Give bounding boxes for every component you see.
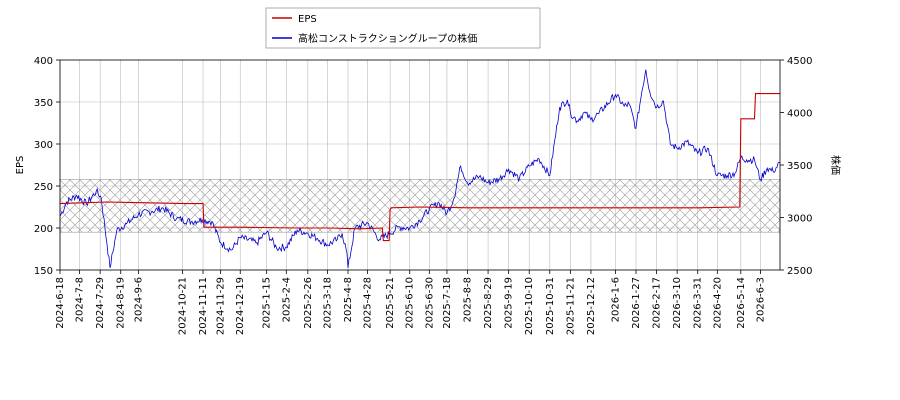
- x-tick-label: 2025-1-15: [262, 277, 273, 329]
- legend: EPS 高松コンストラクショングループの株価: [265, 7, 541, 49]
- x-tick-label: 2026-3-10: [672, 277, 683, 329]
- y-left-label: EPS: [15, 156, 26, 175]
- y-right-tick-label: 3000: [787, 214, 812, 225]
- legend-price-label: 高松コンストラクショングループの株価: [298, 32, 477, 45]
- x-tick-label: 2025-8-29: [483, 277, 494, 329]
- y-left-tick-label: 150: [34, 266, 53, 277]
- plot-background: [60, 60, 780, 270]
- x-tick-label: 2026-1-27: [631, 277, 642, 329]
- legend-box: [265, 7, 541, 49]
- x-tick-label: 2025-12-12: [586, 277, 597, 335]
- x-tick-label: 2025-4-8: [343, 277, 354, 322]
- x-tick-label: 2025-6-30: [424, 277, 435, 329]
- price-series-line: [60, 69, 780, 268]
- y-right-tick-label: 4000: [787, 109, 812, 120]
- x-tick-label: 2026-4-20: [712, 277, 723, 329]
- x-tick-label: 2025-7-18: [442, 277, 453, 329]
- y-right-label: 株価: [829, 155, 842, 175]
- x-tick-label: 2026-5-14: [736, 277, 747, 329]
- x-tick-label: 2025-3-18: [322, 277, 333, 329]
- x-tick-label: 2026-2-17: [652, 277, 663, 329]
- x-tick-label: 2024-11-29: [216, 277, 227, 335]
- x-tick-label: 2026-3-31: [693, 277, 704, 329]
- x-tick-label: 2026-6-3: [755, 277, 766, 322]
- vertical-gridlines: [59, 60, 761, 270]
- x-tick-label: 2024-10-21: [177, 277, 188, 335]
- right-axis-ticks: 2500 3000 3500 4000 4500: [780, 56, 812, 277]
- x-tick-label: 2025-2-4: [281, 277, 292, 322]
- x-tick-label: 2024-8-19: [116, 277, 127, 329]
- x-tick-label: 2024-7-8: [75, 277, 86, 322]
- x-axis-ticks: 2024-6-18 2024-7-8 2024-7-29 2024-8-19 2024-…: [55, 270, 766, 335]
- x-tick-label: 2024-7-29: [95, 277, 106, 329]
- x-tick-label: 2025-4-28: [363, 277, 374, 329]
- y-right-tick-label: 3500: [787, 161, 812, 172]
- eps-series-line: [60, 93, 780, 242]
- x-tick-label: 2024-9-6: [133, 277, 144, 322]
- legend-eps-label: EPS: [298, 14, 317, 25]
- x-tick-label: 2025-5-21: [385, 277, 396, 329]
- y-right-tick-label: 2500: [787, 266, 812, 277]
- y-left-tick-label: 200: [34, 224, 53, 235]
- x-tick-label: 2025-9-19: [504, 277, 515, 329]
- y-left-tick-label: 250: [34, 182, 53, 193]
- eps-band: [59, 178, 781, 233]
- y-right-tick-label: 4500: [787, 56, 812, 67]
- x-tick-label: 2026-1-6: [610, 277, 621, 322]
- x-tick-label: 2024-11-11: [198, 277, 209, 335]
- y-left-tick-label: 350: [34, 98, 53, 109]
- x-tick-label: 2024-6-18: [55, 277, 66, 329]
- x-tick-label: 2025-8-8: [463, 277, 474, 322]
- y-left-tick-label: 300: [34, 140, 53, 151]
- x-tick-label: 2025-11-21: [565, 277, 576, 335]
- x-tick-label: 2025-10-31: [545, 277, 556, 335]
- left-axis-ticks: 150 200 250 300 350 400: [34, 56, 60, 277]
- x-tick-label: 2025-6-10: [405, 277, 416, 329]
- y-left-tick-label: 400: [34, 56, 53, 67]
- x-tick-label: 2025-2-26: [303, 277, 314, 329]
- x-tick-label: 2024-12-19: [235, 277, 246, 335]
- x-tick-label: 2025-10-10: [524, 277, 535, 335]
